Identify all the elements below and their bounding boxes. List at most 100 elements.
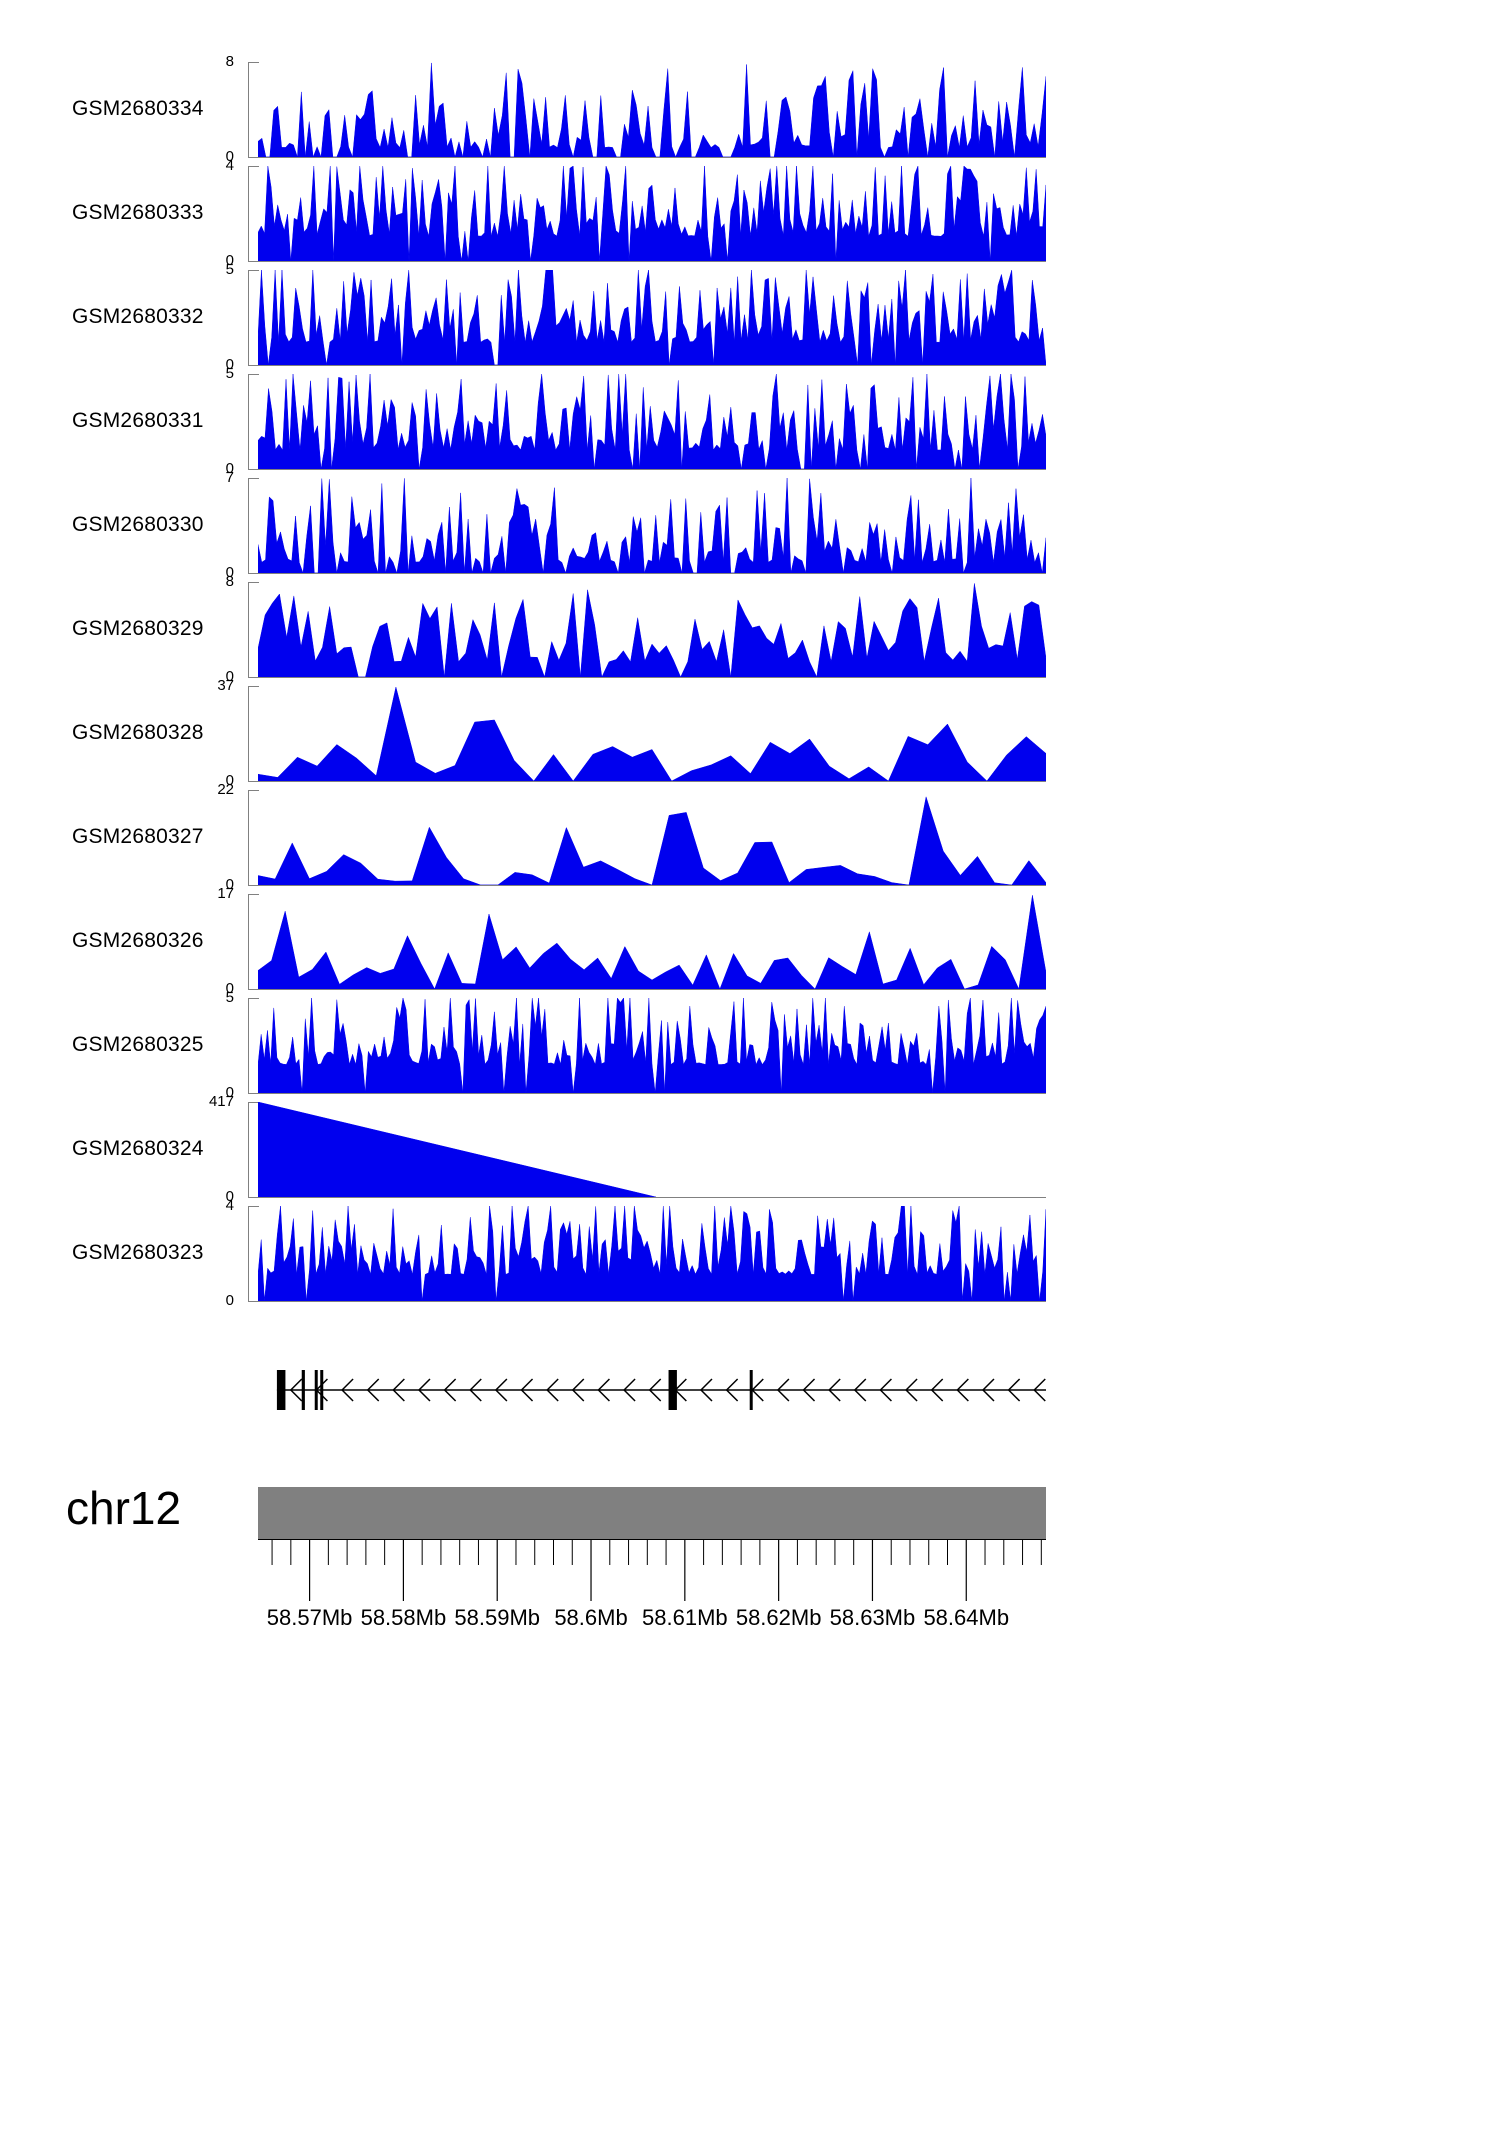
strand-arrow-icon	[623, 1378, 636, 1402]
strand-arrow-icon	[443, 1378, 457, 1402]
strand-arrow-icon	[802, 1378, 816, 1402]
genomic-coordinate-ruler[interactable]: 58.57Mb 58.58Mb 58.59Mb 58.6Mb 58.61Mb 58.62M…	[0, 1539, 1500, 1659]
track-plot-area[interactable]	[258, 582, 1046, 678]
track-baseline	[258, 1093, 1046, 1094]
coverage-track[interactable]: GSM2680333 4 0	[0, 158, 1500, 268]
y-axis-tick-max	[248, 62, 259, 63]
ruler-tick-label: 58.57Mb	[266, 1605, 353, 1630]
strand-arrow-icon	[597, 1378, 610, 1402]
y-axis-max-label: 417	[208, 1093, 234, 1110]
track-sample-label: GSM2680330	[72, 512, 204, 536]
track-plot-area[interactable]	[258, 1102, 1046, 1198]
y-axis-max-label: 5	[225, 261, 234, 278]
coverage-area	[258, 62, 1046, 158]
track-plot-area[interactable]	[258, 166, 1046, 262]
track-plot-area[interactable]	[258, 62, 1046, 158]
y-axis-tick-max	[248, 998, 259, 999]
strand-arrow-icon	[289, 1378, 303, 1402]
track-baseline	[258, 261, 1046, 262]
gene-exon-block	[276, 1370, 286, 1410]
strand-arrow-icon	[392, 1378, 405, 1402]
ruler-tick-label: 58.63Mb	[829, 1605, 916, 1630]
y-axis-line	[248, 478, 249, 573]
track-plot-area[interactable]	[258, 478, 1046, 574]
track-sample-label: GSM2680334	[72, 96, 204, 120]
coverage-track[interactable]: GSM2680326 17 0	[0, 886, 1500, 996]
track-sample-label: GSM2680328	[72, 720, 204, 744]
y-axis-tick-min	[248, 573, 259, 574]
y-axis-tick-min	[248, 469, 259, 470]
y-axis-max-label: 17	[217, 885, 234, 902]
strand-arrow-icon	[546, 1378, 559, 1402]
y-axis-tick-max	[248, 582, 259, 583]
track-baseline	[258, 157, 1046, 158]
y-axis-max-label: 4	[225, 157, 234, 174]
track-plot-area[interactable]	[258, 686, 1046, 782]
chromosome-ideogram-row: chr12	[0, 1482, 1500, 1549]
y-axis-max-label: 4	[225, 1197, 234, 1214]
strand-arrow-icon	[725, 1378, 739, 1402]
y-axis-min-label: 0	[225, 980, 234, 997]
gene-exon-block	[749, 1370, 753, 1410]
strand-arrow-icon	[1033, 1378, 1046, 1402]
ruler-rail	[258, 1539, 1046, 1540]
track-plot-area[interactable]	[258, 998, 1046, 1094]
strand-arrow-icon	[648, 1378, 662, 1402]
y-axis-min-label: 0	[225, 148, 234, 165]
y-axis-line	[248, 1102, 249, 1197]
y-axis-min-label: 0	[225, 668, 234, 685]
track-baseline	[258, 885, 1046, 886]
track-baseline	[258, 989, 1046, 990]
track-sample-label: GSM2680326	[72, 928, 204, 952]
y-axis-line	[248, 62, 249, 157]
coverage-track[interactable]: GSM2680328 37 0	[0, 678, 1500, 788]
track-sample-label: GSM2680327	[72, 824, 204, 848]
y-axis-line	[248, 894, 249, 989]
coverage-area	[258, 998, 1046, 1094]
y-axis-tick-min	[248, 1301, 259, 1302]
coverage-track[interactable]: GSM2680329 8 0	[0, 574, 1500, 684]
track-baseline	[258, 1197, 1046, 1198]
y-axis-max-label: 37	[217, 677, 234, 694]
y-axis-line	[248, 374, 249, 469]
y-axis-tick-min	[248, 1093, 259, 1094]
track-plot-area[interactable]	[258, 790, 1046, 886]
y-axis-tick-min	[248, 885, 259, 886]
gene-exon-block	[301, 1370, 305, 1410]
y-axis-tick-max	[248, 790, 259, 791]
chromosome-bar[interactable]	[258, 1487, 1046, 1539]
y-axis-tick-max	[248, 374, 259, 375]
ruler-tick-label: 58.59Mb	[454, 1605, 541, 1630]
y-axis-min-label: 0	[225, 1188, 234, 1205]
strand-arrow-icon	[571, 1378, 585, 1402]
y-axis-max-label: 8	[225, 53, 234, 70]
y-axis-tick-min	[248, 781, 259, 782]
strand-arrow-icon	[981, 1378, 995, 1402]
strand-arrow-icon	[341, 1378, 354, 1402]
track-plot-area[interactable]	[258, 270, 1046, 366]
y-axis-line	[248, 166, 249, 261]
coverage-track[interactable]: GSM2680327 22 0	[0, 782, 1500, 892]
coverage-track[interactable]: GSM2680325 5 0	[0, 990, 1500, 1100]
y-axis-max-label: 5	[225, 989, 234, 1006]
coverage-track[interactable]: GSM2680324 417 0	[0, 1094, 1500, 1204]
y-axis-max-label: 5	[225, 365, 234, 382]
y-axis-line	[248, 998, 249, 1093]
track-sample-label: GSM2680332	[72, 304, 204, 328]
track-plot-area[interactable]	[258, 1206, 1046, 1302]
gene-model-track[interactable]	[0, 1358, 1500, 1422]
track-plot-area[interactable]	[258, 894, 1046, 990]
ruler-tick-label: 58.64Mb	[923, 1605, 1010, 1630]
y-axis-min-label: 0	[225, 1084, 234, 1101]
track-baseline	[258, 781, 1046, 782]
track-plot-area[interactable]	[258, 374, 1046, 470]
coverage-track[interactable]: GSM2680331 5 0	[0, 366, 1500, 476]
coverage-track[interactable]: GSM2680323 4 0	[0, 1198, 1500, 1308]
y-axis-min-label: 0	[225, 252, 234, 269]
coverage-area	[258, 270, 1046, 366]
y-axis-tick-max	[248, 1206, 259, 1207]
coverage-track[interactable]: GSM2680332 5 0	[0, 262, 1500, 372]
coverage-track[interactable]: GSM2680334 8 0	[0, 54, 1500, 164]
coverage-track[interactable]: GSM2680330 7 0	[0, 470, 1500, 580]
